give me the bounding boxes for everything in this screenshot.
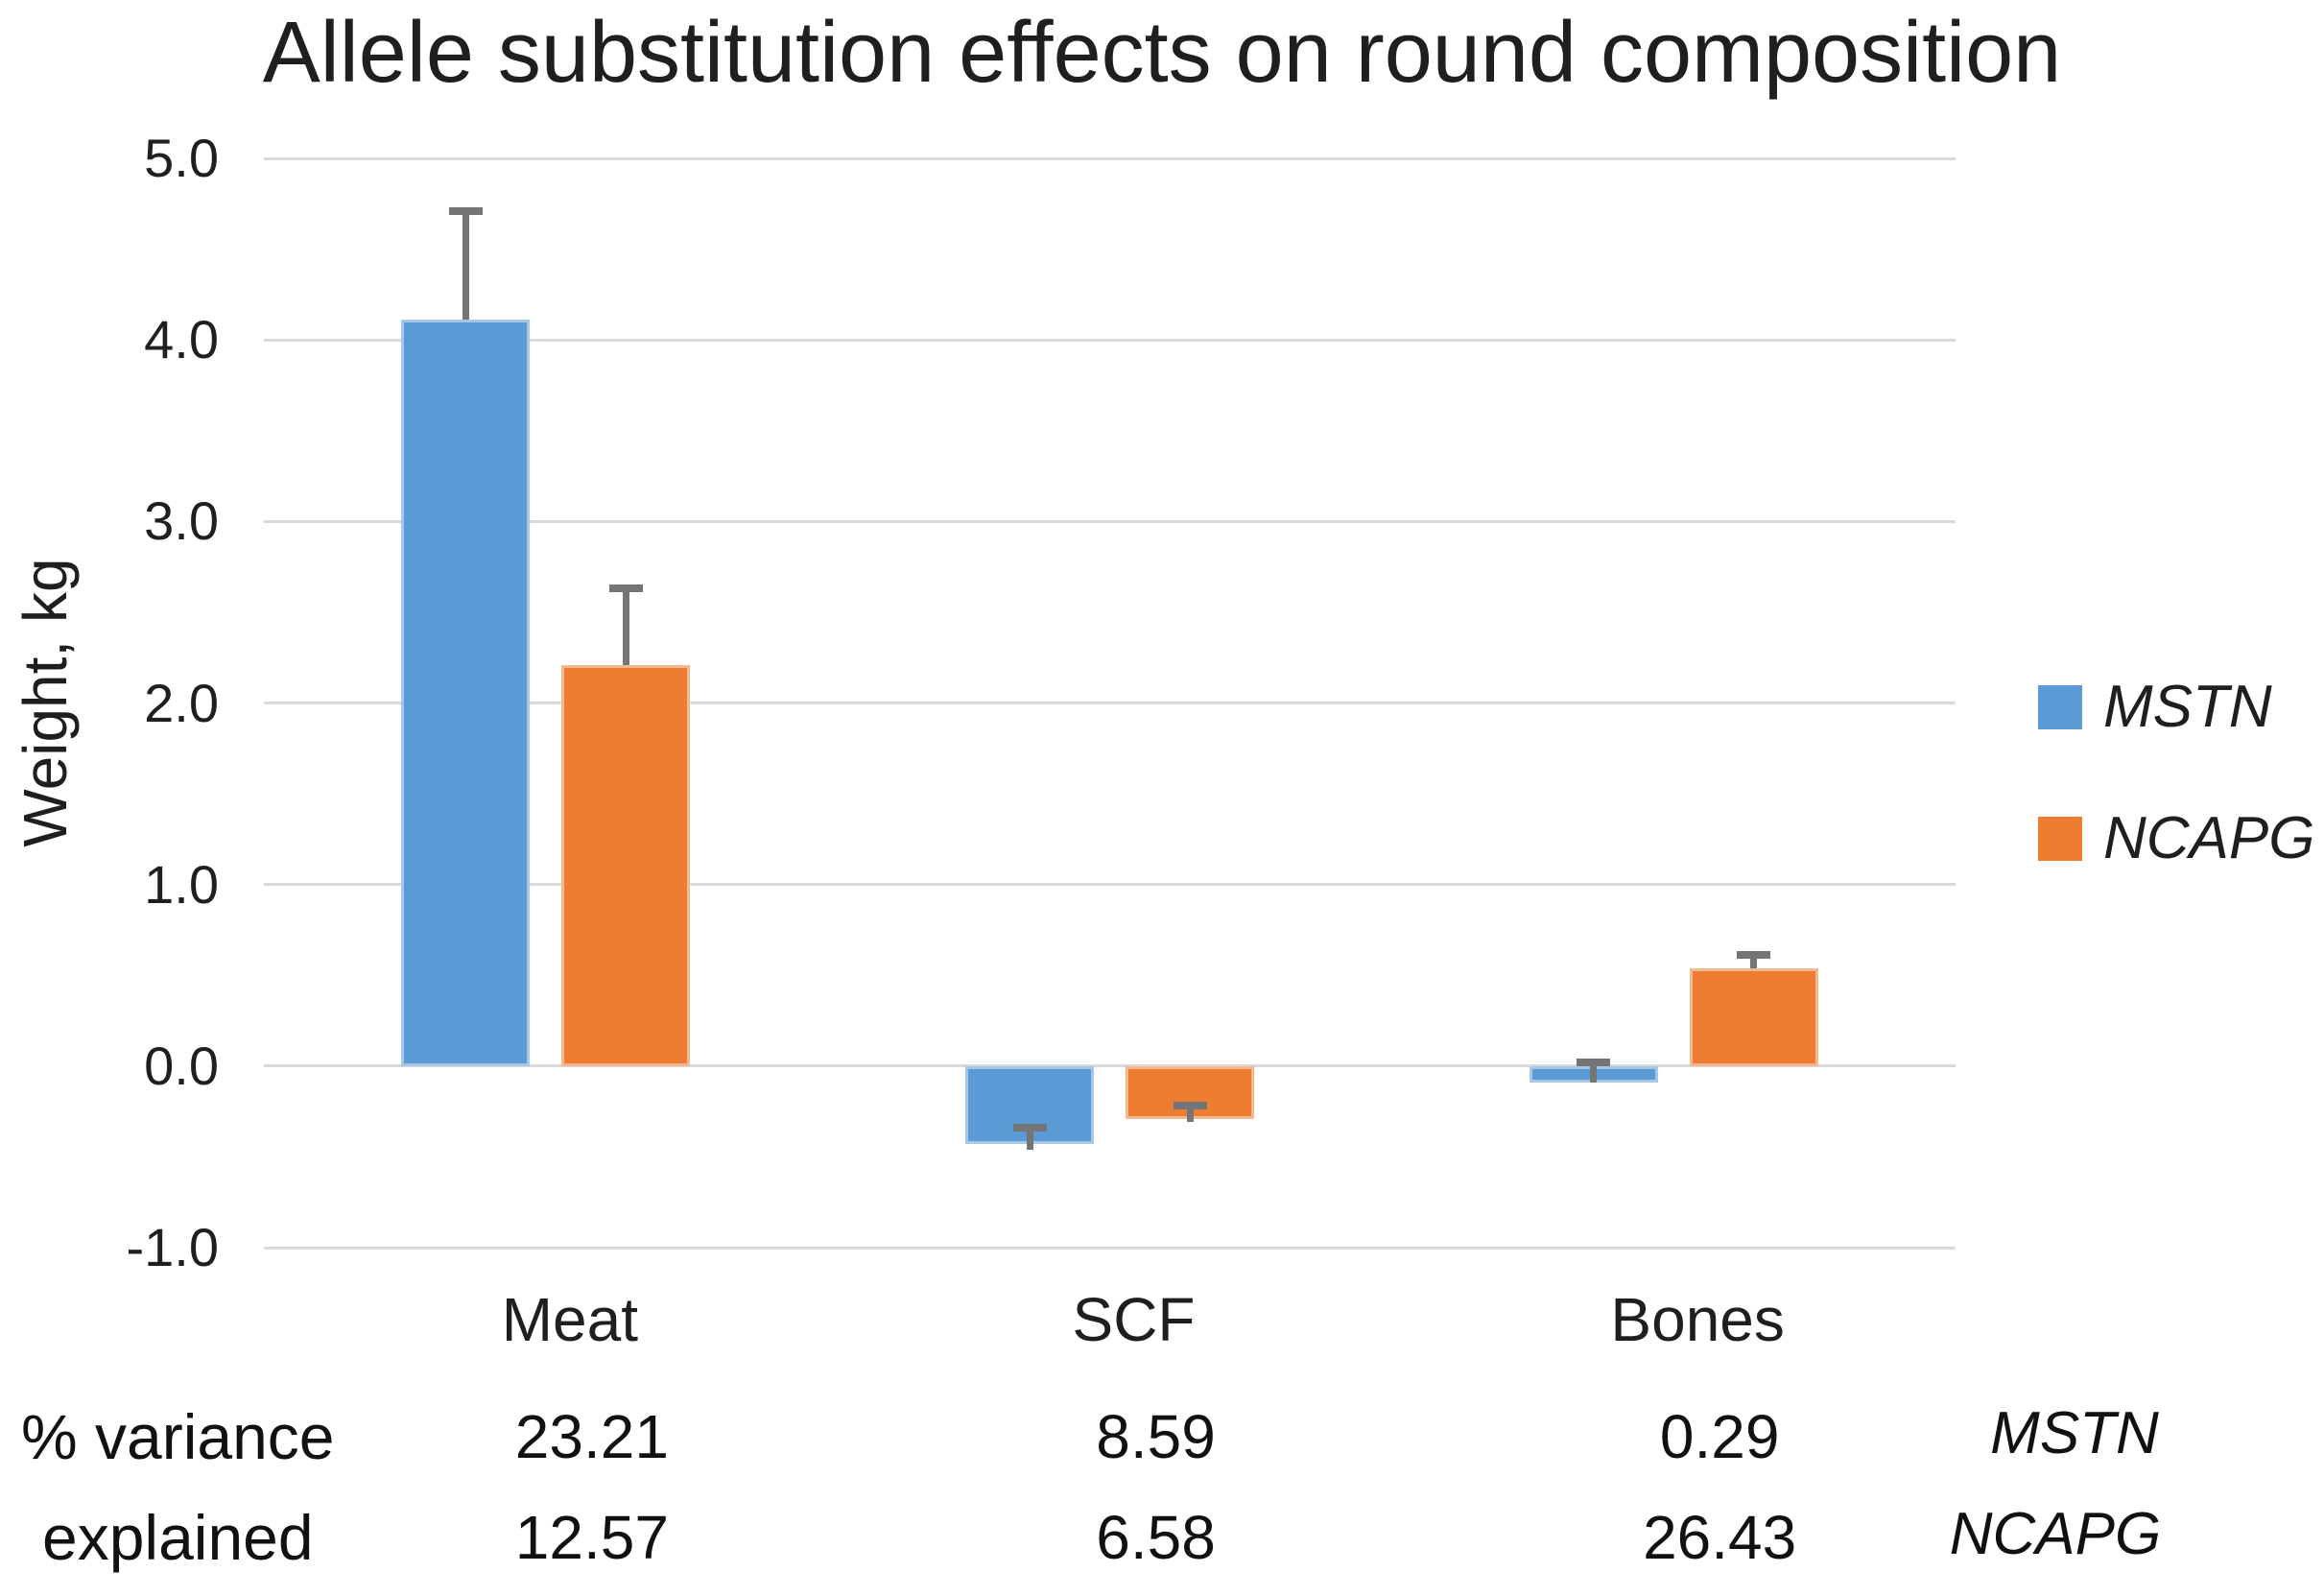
bar-ncapg-bones [1689,967,1818,1066]
error-bar-cap-mstn-scf [1012,1124,1047,1132]
gridline-0.0 [264,1064,1956,1068]
gridline-4.0 [264,338,1956,342]
error-bar-stem-mstn-scf [1026,1128,1033,1150]
category-label-scf: SCF [1072,1285,1196,1354]
error-bar-cap-mstn-bones [1577,1059,1611,1067]
legend-swatch-ncapg [2038,817,2082,861]
error-bar-stem-ncapg-bones [1750,955,1758,968]
variance-ncapg-scf: 6.58 [1096,1503,1216,1572]
y-tick-label-3.0: 3.0 [144,490,219,552]
variance-mstn-bones: 0.29 [1659,1402,1780,1471]
chart-title: Allele substitution effects on round com… [262,5,2062,101]
y-tick-label-2.0: 2.0 [144,672,219,733]
y-tick-label-0.0: 0.0 [144,1035,219,1096]
error-bar-cap-ncapg-scf [1173,1102,1207,1110]
legend-swatch-mstn [2038,685,2082,729]
bar-mstn-meat [401,320,531,1066]
gridline-5.0 [264,156,1956,160]
legend-label-mstn: MSTN [2103,674,2272,740]
variance-ncapg-bones: 26.43 [1643,1503,1797,1572]
y-tick-label-4.0: 4.0 [144,309,219,370]
error-bar-stem-ncapg-scf [1186,1106,1194,1123]
gridline-1.0 [264,883,1956,887]
gridline-3.0 [264,519,1956,523]
y-tick-label--1.0: -1.0 [126,1217,220,1277]
category-label-meat: Meat [501,1285,638,1354]
variance-table-row-label-line1: % variance [21,1401,335,1472]
variance-mstn-scf: 8.59 [1096,1402,1216,1471]
gridline--1.0 [264,1246,1956,1250]
variance-table-row-label-line2: explained [42,1502,314,1573]
variance-row-series-label-mstn: MSTN [1990,1400,2159,1466]
legend-label-ncapg: NCAPG [2103,805,2315,871]
error-bar-cap-ncapg-bones [1737,951,1771,960]
variance-row-series-label-ncapg: NCAPG [1949,1501,2162,1567]
error-bar-stem-mstn-bones [1590,1062,1598,1083]
y-tick-label-5.0: 5.0 [144,128,219,188]
error-bar-cap-ncapg-meat [608,584,643,593]
category-label-bones: Bones [1610,1285,1785,1354]
bar-ncapg-meat [561,664,691,1066]
error-bar-cap-mstn-meat [448,206,483,215]
variance-mstn-meat: 23.21 [514,1402,669,1471]
plot-area [264,156,1956,1250]
error-bar-stem-ncapg-meat [622,588,629,665]
gridline-2.0 [264,702,1956,704]
error-bar-stem-mstn-meat [462,210,469,321]
y-tick-label-1.0: 1.0 [144,853,219,915]
variance-ncapg-meat: 12.57 [514,1503,669,1572]
